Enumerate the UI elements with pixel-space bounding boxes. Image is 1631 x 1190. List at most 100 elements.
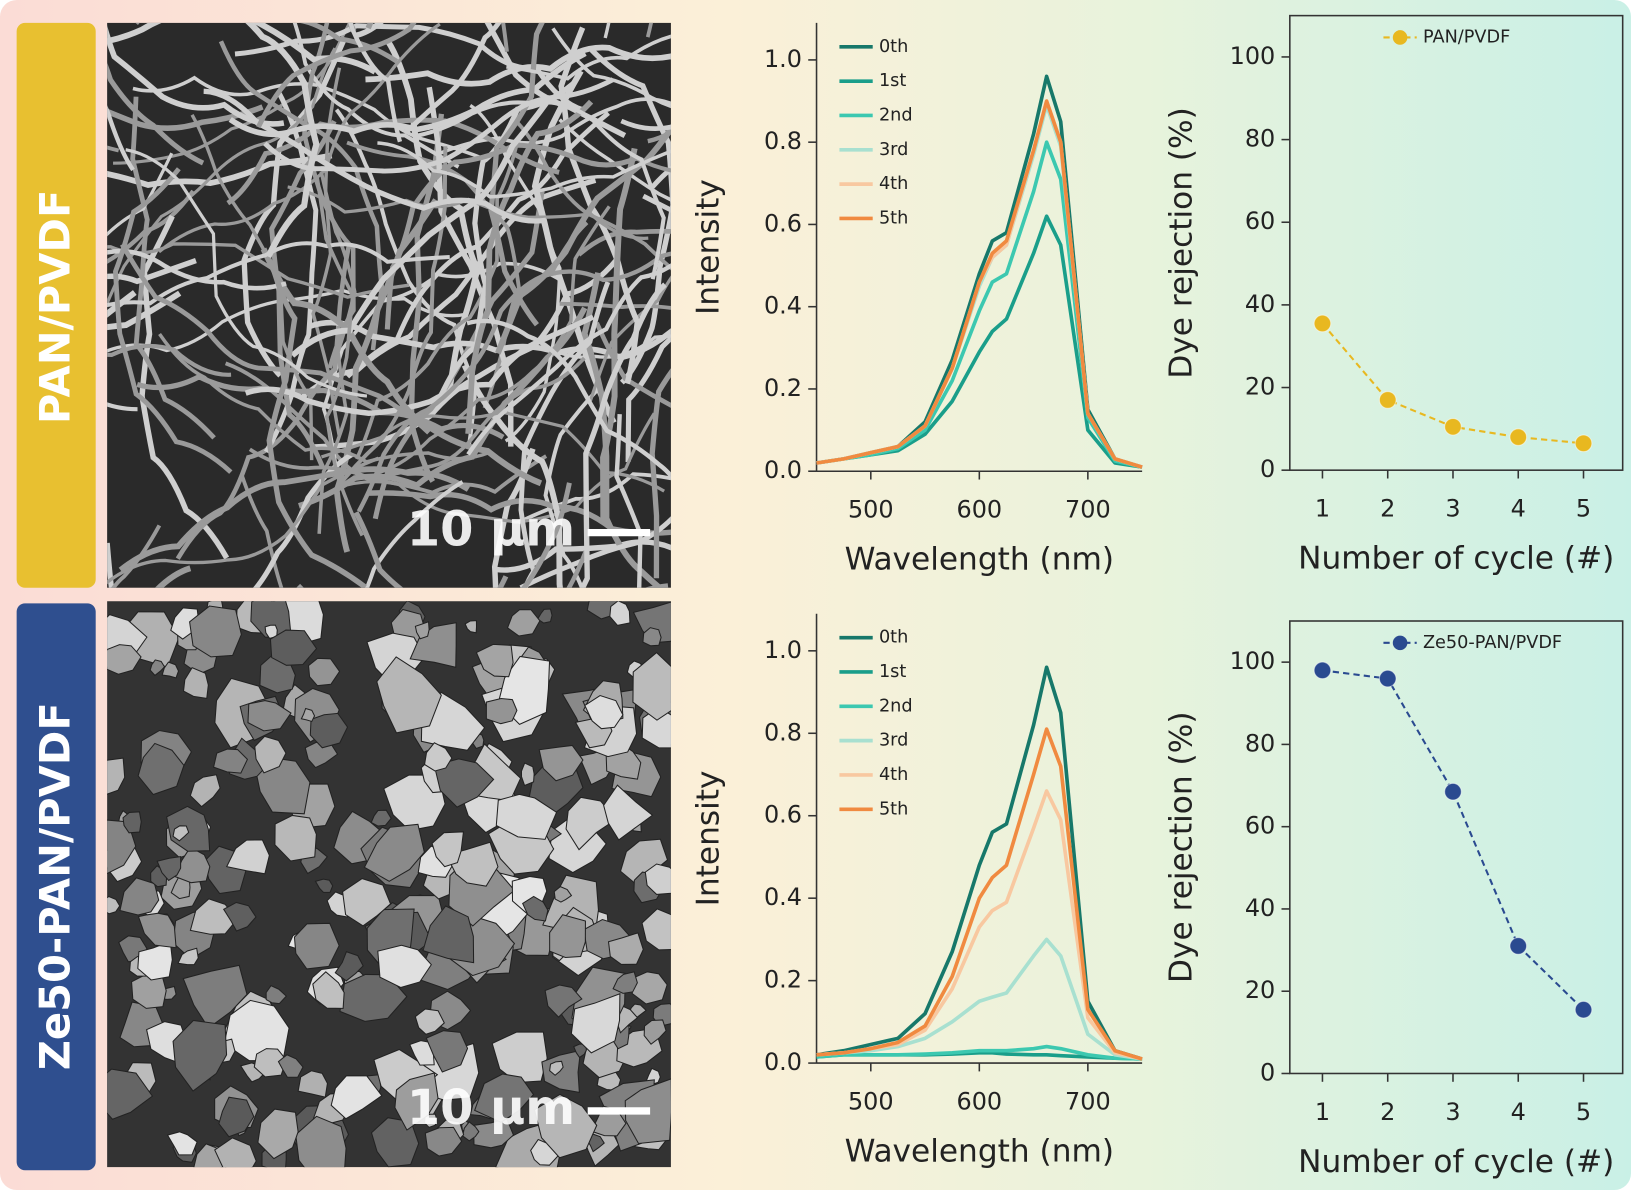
particle bbox=[423, 1113, 438, 1128]
fiber bbox=[364, 480, 464, 588]
particle bbox=[107, 757, 126, 795]
particle bbox=[462, 1121, 480, 1142]
y-tick-label: 100 bbox=[1230, 647, 1276, 675]
fiber bbox=[107, 47, 337, 308]
x-tick-label: 600 bbox=[957, 1088, 1003, 1116]
particle bbox=[553, 886, 573, 903]
particle bbox=[506, 609, 541, 637]
fiber bbox=[111, 524, 162, 588]
particle bbox=[257, 1108, 299, 1160]
fiber bbox=[333, 146, 448, 492]
fiber bbox=[113, 167, 233, 474]
particle bbox=[409, 622, 457, 668]
fiber bbox=[495, 123, 671, 355]
legend-marker bbox=[1392, 30, 1408, 45]
y-axis-label: Intensity bbox=[690, 771, 726, 907]
sample-label: PAN/PVDF bbox=[30, 190, 79, 424]
fiber bbox=[107, 62, 205, 166]
legend-label: 5th bbox=[879, 208, 908, 228]
particle bbox=[474, 1073, 535, 1123]
particle bbox=[137, 912, 177, 949]
scale-bar-label: 10 μm bbox=[407, 503, 575, 558]
plot-frame bbox=[1289, 620, 1624, 1075]
particle bbox=[107, 644, 142, 675]
x-tick-label: 700 bbox=[1065, 1088, 1111, 1116]
series-line bbox=[816, 727, 1143, 1061]
particle bbox=[182, 667, 209, 699]
marker bbox=[1509, 937, 1528, 955]
particle bbox=[570, 992, 621, 1054]
particle bbox=[265, 985, 288, 1005]
fiber bbox=[158, 333, 492, 464]
particle bbox=[342, 878, 392, 927]
x-tick-label: 600 bbox=[957, 496, 1003, 524]
particle bbox=[172, 1019, 228, 1092]
fiber bbox=[377, 141, 671, 199]
y-tick-label: 0.4 bbox=[764, 883, 802, 911]
fiber bbox=[107, 456, 379, 585]
fiber bbox=[266, 260, 367, 588]
x-tick-label: 5 bbox=[1576, 495, 1591, 523]
x-tick-label: 4 bbox=[1511, 1098, 1526, 1126]
particle bbox=[549, 1060, 564, 1076]
particle bbox=[253, 1048, 287, 1078]
fiber bbox=[534, 334, 671, 359]
y-tick-label: 0.2 bbox=[764, 374, 802, 402]
particle bbox=[425, 1030, 469, 1073]
y-tick-label: 100 bbox=[1230, 42, 1276, 70]
fiber bbox=[296, 482, 572, 588]
x-axis-label: Wavelength (nm) bbox=[845, 1134, 1114, 1170]
fiber bbox=[107, 22, 377, 75]
sem-texture bbox=[107, 601, 671, 1168]
particle bbox=[475, 643, 514, 678]
particle bbox=[414, 621, 430, 640]
fiber bbox=[543, 385, 602, 588]
y-tick-label: 0.0 bbox=[764, 1048, 802, 1076]
particle bbox=[107, 895, 121, 915]
particle bbox=[632, 601, 671, 644]
fiber bbox=[317, 171, 357, 534]
particle bbox=[464, 620, 478, 634]
x-axis-label: Number of cycle (#) bbox=[1298, 1144, 1614, 1180]
particle bbox=[149, 659, 166, 677]
particle bbox=[394, 1072, 439, 1131]
y-tick-label: 0.8 bbox=[764, 127, 802, 155]
particle bbox=[277, 1054, 304, 1078]
particle bbox=[520, 762, 535, 787]
particle bbox=[431, 831, 465, 868]
fiber bbox=[404, 22, 502, 135]
fiber bbox=[589, 48, 671, 385]
fiber bbox=[517, 472, 671, 525]
label-bar bbox=[16, 603, 96, 1171]
fiber bbox=[107, 257, 197, 285]
particle bbox=[632, 651, 671, 721]
particle bbox=[156, 855, 182, 882]
y-tick-label: 0 bbox=[1260, 1058, 1275, 1086]
fiber bbox=[600, 147, 638, 521]
particle bbox=[222, 901, 257, 932]
legend-label: Ze50-PAN/PVDF bbox=[1423, 633, 1562, 653]
particle bbox=[522, 895, 549, 922]
fiber bbox=[614, 414, 643, 588]
fiber bbox=[506, 34, 671, 81]
fiber bbox=[107, 343, 232, 377]
particle bbox=[565, 796, 617, 851]
particle bbox=[330, 1075, 383, 1120]
particle bbox=[218, 1096, 255, 1138]
sem-texture bbox=[107, 22, 671, 588]
x-tick-label: 1 bbox=[1315, 1098, 1330, 1126]
particle bbox=[247, 700, 292, 732]
fiber bbox=[649, 368, 671, 579]
fiber bbox=[348, 22, 403, 143]
legend-label: 1st bbox=[879, 71, 906, 91]
particle bbox=[182, 964, 248, 1029]
y-tick-label: 40 bbox=[1245, 894, 1275, 922]
particle bbox=[377, 944, 433, 989]
particle bbox=[254, 735, 287, 774]
fiber bbox=[107, 152, 333, 189]
fiber bbox=[107, 152, 174, 237]
particle bbox=[609, 601, 631, 626]
x-axis-label: Wavelength (nm) bbox=[845, 542, 1114, 578]
fiber bbox=[625, 334, 671, 463]
marker bbox=[1378, 669, 1397, 688]
